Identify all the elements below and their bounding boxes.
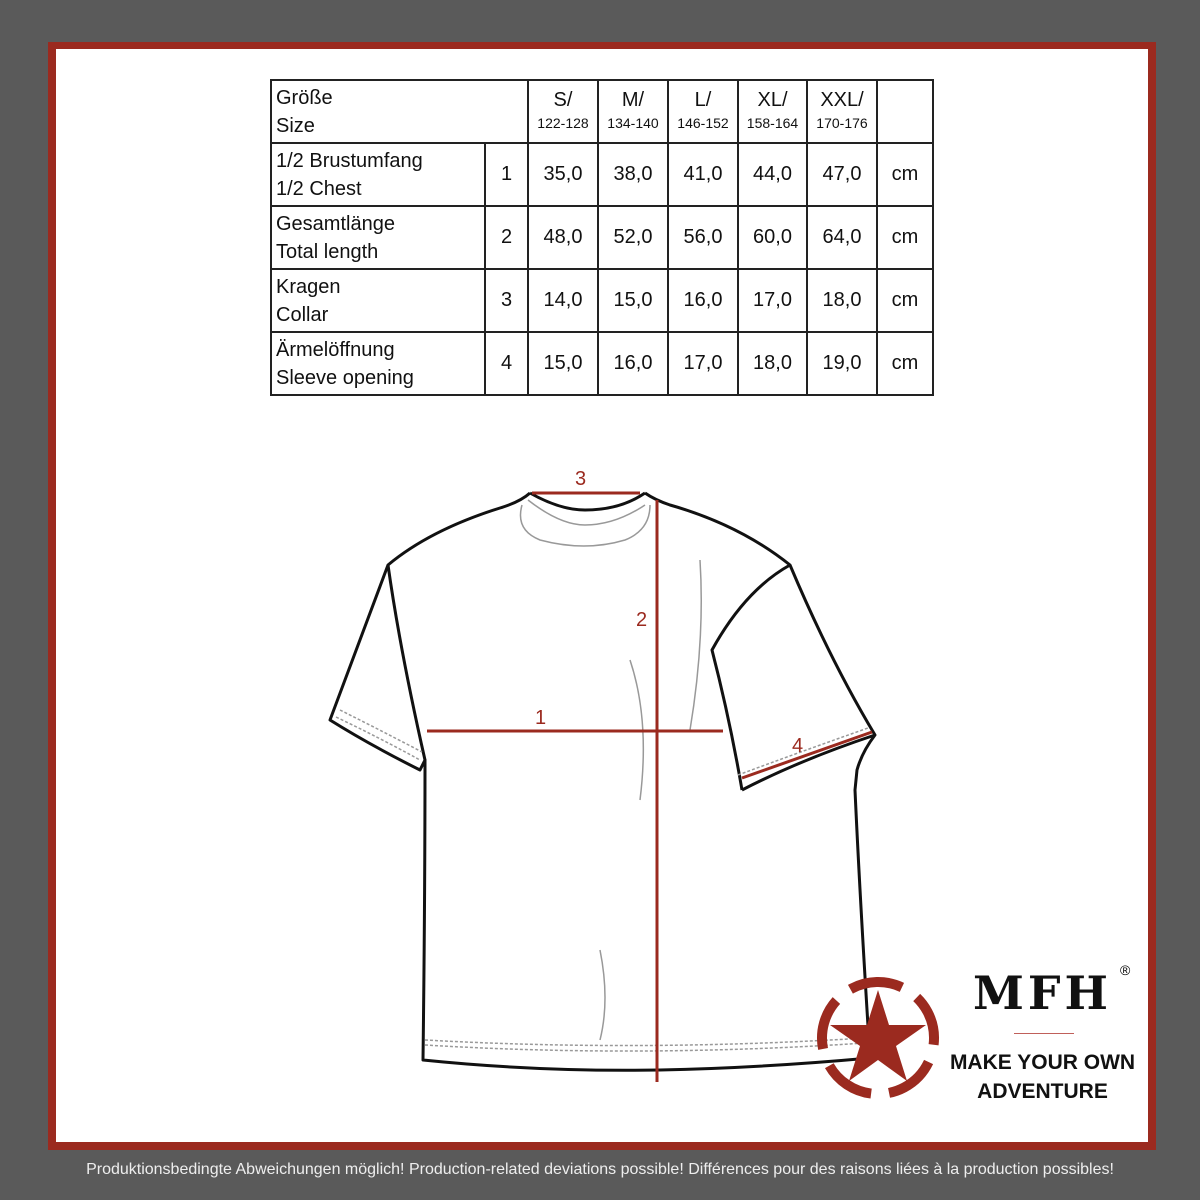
measure-value: 41,0 (667, 142, 739, 207)
measure-label: Gesamtlänge Total length (270, 205, 486, 270)
sleeve-measure-line (741, 730, 873, 780)
size-name: XXL/ (820, 88, 864, 111)
size-header-en: Size (276, 114, 315, 137)
measurement-lines (427, 491, 873, 1082)
measure-label-de: 1/2 Brustumfang (276, 149, 423, 172)
measure-number: 4 (484, 331, 529, 396)
measure-unit: cm (876, 205, 934, 270)
marker-1: 1 (535, 707, 546, 729)
measure-unit: cm (876, 142, 934, 207)
table-row: Gesamtlänge Total length 2 48,0 52,0 56,0 60,0… (270, 205, 934, 270)
size-col-xxl: XXL/170-176 (806, 79, 878, 144)
measure-value: 52,0 (597, 205, 669, 270)
measure-unit: cm (876, 268, 934, 333)
size-range: 146-152 (677, 114, 729, 131)
registered-mark: ® (1120, 962, 1131, 978)
size-header: Größe Size (270, 79, 529, 144)
tagline-line-2: ADVENTURE (977, 1080, 1108, 1103)
measure-unit: cm (876, 331, 934, 396)
measure-value: 56,0 (667, 205, 739, 270)
unit-header (876, 79, 934, 144)
size-range: 122-128 (537, 114, 589, 131)
measure-label-en: Total length (276, 240, 379, 263)
size-name: XL/ (757, 88, 788, 111)
tagline-line-1: MAKE YOUR OWN (949, 1051, 1136, 1074)
measure-value: 17,0 (737, 268, 808, 333)
table-row: Ärmelöffnung Sleeve opening 4 15,0 16,0 17,0 1… (270, 331, 934, 396)
logo-divider (1014, 1033, 1074, 1034)
tshirt-details (335, 499, 869, 1052)
size-chart-table: Größe Size S/122-128 M/134-140 L/146-152 … (270, 79, 934, 396)
size-col-m: M/134-140 (597, 79, 669, 144)
tshirt-outline (328, 491, 877, 1072)
measure-label: Kragen Collar (270, 268, 486, 333)
table-row: 1/2 Brustumfang 1/2 Chest 1 35,0 38,0 41,0 44,… (270, 142, 934, 207)
tagline: MAKE YOUR OWN ADVENTURE (935, 1048, 1150, 1106)
measure-label-de: Kragen (276, 275, 341, 298)
measure-value: 38,0 (597, 142, 669, 207)
measure-label-en: 1/2 Chest (276, 177, 362, 200)
measure-value: 17,0 (667, 331, 739, 396)
table-header-row: Größe Size S/122-128 M/134-140 L/146-152 … (270, 79, 934, 144)
size-range: 158-164 (746, 114, 799, 131)
measure-value: 16,0 (667, 268, 739, 333)
measure-label-de: Ärmelöffnung (276, 338, 395, 361)
table-row: Kragen Collar 3 14,0 15,0 16,0 17,0 18,0 cm (270, 268, 934, 333)
size-header-de: Größe (276, 86, 333, 109)
measure-label: 1/2 Brustumfang 1/2 Chest (270, 142, 486, 207)
footer-disclaimer: Produktionsbedingte Abweichungen möglich… (86, 1161, 1114, 1178)
measure-value: 47,0 (806, 142, 878, 207)
marker-3: 3 (575, 468, 586, 490)
size-col-xl: XL/158-164 (737, 79, 808, 144)
size-col-l: L/146-152 (667, 79, 739, 144)
measure-label-en: Collar (276, 303, 329, 326)
measure-value: 18,0 (806, 268, 878, 333)
measure-label-en: Sleeve opening (276, 366, 414, 389)
marker-4: 4 (792, 735, 803, 757)
size-range: 134-140 (607, 114, 659, 131)
brand-name: MFH (972, 966, 1113, 1020)
marker-2: 2 (636, 609, 647, 631)
measure-number: 2 (484, 205, 529, 270)
measure-value: 44,0 (737, 142, 808, 207)
measure-number: 1 (484, 142, 529, 207)
measure-value: 35,0 (527, 142, 599, 207)
measure-value: 15,0 (597, 268, 669, 333)
size-name: S/ (553, 88, 573, 111)
star-logo-icon (817, 977, 939, 1099)
size-col-s: S/122-128 (527, 79, 599, 144)
size-range: 170-176 (816, 114, 868, 131)
measure-value: 64,0 (806, 205, 878, 270)
measure-value: 14,0 (527, 268, 599, 333)
measure-number: 3 (484, 268, 529, 333)
measure-value: 48,0 (527, 205, 599, 270)
measure-value: 60,0 (737, 205, 808, 270)
size-name: L/ (694, 88, 712, 111)
measure-value: 18,0 (737, 331, 808, 396)
size-name: M/ (621, 88, 645, 111)
measure-value: 16,0 (597, 331, 669, 396)
measure-value: 15,0 (527, 331, 599, 396)
measure-value: 19,0 (806, 331, 878, 396)
measure-label-de: Gesamtlänge (276, 212, 395, 235)
measure-label: Ärmelöffnung Sleeve opening (270, 331, 486, 396)
